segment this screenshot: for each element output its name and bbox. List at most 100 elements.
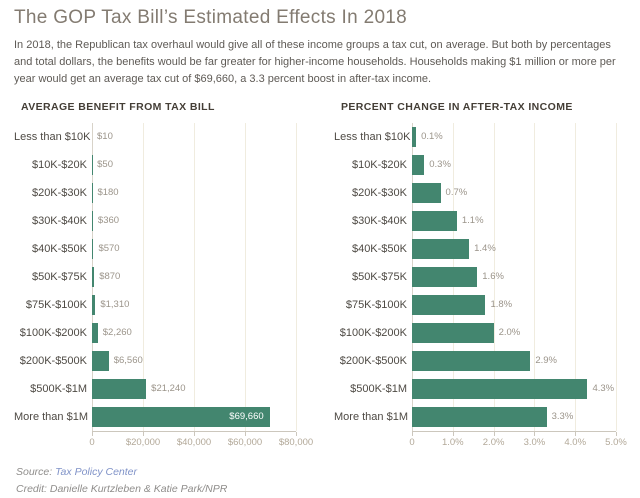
axis-tick-label: 4.0%: [564, 437, 587, 448]
category-label: $50K-$75K: [31, 271, 87, 283]
bar: [412, 407, 547, 427]
bar-value-label: 1.6%: [482, 271, 504, 282]
axis-tick-label: 2.0%: [482, 437, 505, 448]
bar: [92, 267, 95, 287]
bar: [92, 239, 94, 259]
axis-tick-label: $80,000: [278, 437, 314, 448]
category-label: $20K-$30K: [351, 187, 407, 199]
bar-value-label: 1.8%: [490, 299, 513, 310]
bar: [92, 407, 270, 427]
axis-tick: [452, 432, 454, 436]
category-label: $500K-$1M: [350, 383, 407, 395]
bar-value-label: 2.9%: [535, 355, 557, 366]
chart-title-average-benefit: AVERAGE BENEFIT FROM TAX BILL: [21, 101, 215, 113]
gridline: [616, 123, 617, 431]
bar: [412, 295, 486, 315]
category-label: $75K-$100K: [345, 299, 407, 311]
axis-tick: [296, 432, 297, 436]
category-label: More than $1M: [334, 411, 408, 423]
bar: [92, 211, 93, 231]
gridline: [143, 123, 144, 431]
plot: Less than $10K $10K-$20K $20K-$30K $30K-$40…: [14, 123, 310, 432]
footer: Source: Tax Policy Center Credit: Daniel…: [14, 466, 626, 495]
charts-row: AVERAGE BENEFIT FROM TAX BILL Less than …: [14, 101, 627, 450]
bar-value-label: 0.1%: [421, 131, 443, 142]
x-axis: 0 1.0% 2.0% 3.0% 4.0% 5.0%: [409, 432, 627, 450]
category-label: $100K-$200K: [19, 327, 87, 339]
category-label: $75K-$100K: [25, 299, 87, 311]
bar-value-label: 0.3%: [429, 159, 451, 170]
bar-value-label: $69,660: [229, 411, 264, 422]
gridline: [575, 123, 577, 431]
source-label: Source:: [16, 466, 53, 478]
bar-value-label: 2.0%: [498, 327, 521, 338]
category-labels: Less than $10K $10K-$20K $20K-$30K $30K-$40…: [334, 123, 412, 432]
axis-tick: [616, 432, 617, 436]
axis-tick-label: $60,000: [227, 437, 263, 448]
bar-value-label: $2,260: [102, 327, 132, 338]
page-subtitle: In 2018, the Republican tax overhaul wou…: [14, 39, 616, 85]
bar: [412, 155, 425, 175]
axis-tick-label: $20,000: [125, 437, 161, 448]
bar: [412, 351, 531, 371]
category-label: $50K-$75K: [351, 271, 407, 283]
bar: [412, 239, 470, 259]
page-title: The GOP Tax Bill’s Estimated Effects In …: [14, 7, 408, 28]
axis-tick: [412, 432, 413, 436]
category-label: $10K-$20K: [31, 159, 87, 171]
credit-label: Credit:: [16, 483, 47, 495]
credit-text: Danielle Kurtzleben & Katie Park/NPR: [49, 483, 228, 495]
category-label: $30K-$40K: [351, 215, 407, 227]
bar: [92, 323, 98, 343]
category-label: $200K-$500K: [339, 355, 407, 367]
bar-value-label: 1.4%: [474, 243, 496, 254]
category-label: Less than $10K: [14, 131, 91, 143]
bar-value-label: $1,310: [100, 299, 130, 310]
bar: [92, 351, 109, 371]
bar-value-label: $870: [99, 271, 121, 282]
credit-row: Credit: Danielle Kurtzleben & Katie Park…: [16, 483, 626, 495]
bar-value-label: 0.7%: [445, 187, 468, 198]
axis-tick-label: 5.0%: [605, 437, 627, 448]
gridline: [245, 123, 246, 431]
plot-area: $10 $50 $180 $360 $570 $870 $1,310 $2,260 $6,560…: [92, 123, 297, 432]
bar: [92, 295, 96, 315]
plot: Less than $10K $10K-$20K $20K-$30K $30K-$40…: [334, 123, 630, 432]
x-axis: 0 $20,000 $40,000 $60,000 $80,000: [89, 432, 313, 450]
gridline: [194, 123, 195, 431]
chart-title-percent-change: PERCENT CHANGE IN AFTER-TAX INCOME: [341, 101, 573, 113]
axis-tick-label: 1.0%: [441, 437, 464, 448]
bar-value-label: $6,560: [113, 355, 143, 366]
axis-tick: [143, 432, 144, 436]
category-labels: Less than $10K $10K-$20K $20K-$30K $30K-$40…: [14, 123, 92, 432]
bar-value-label: 1.1%: [461, 215, 484, 226]
bar: [412, 183, 441, 203]
bar: [412, 267, 478, 287]
bar-value-label: $10: [97, 131, 113, 142]
axis-tick: [575, 432, 577, 436]
bar: [412, 323, 494, 343]
chart-average-benefit: AVERAGE BENEFIT FROM TAX BILL Less than …: [14, 101, 313, 450]
chart-percent-change: PERCENT CHANGE IN AFTER-TAX INCOME Less …: [334, 101, 630, 450]
bar-value-label: $21,240: [151, 383, 186, 394]
bar-value-label: 3.3%: [551, 411, 574, 422]
category-label: $10K-$20K: [351, 159, 407, 171]
category-label: $30K-$40K: [31, 215, 87, 227]
category-label: $500K-$1M: [30, 383, 87, 395]
category-label: $20K-$30K: [31, 187, 87, 199]
bar: [412, 379, 588, 399]
category-label: $40K-$50K: [31, 243, 87, 255]
bar-value-label: $180: [97, 187, 119, 198]
axis-tick-label: $40,000: [176, 437, 212, 448]
axis-tick: [194, 432, 195, 436]
axis-tick-label: 3.0%: [523, 437, 546, 448]
bar: [412, 211, 457, 231]
source-link[interactable]: Tax Policy Center: [55, 466, 138, 478]
bar: [92, 379, 147, 399]
category-label: $100K-$200K: [339, 327, 407, 339]
category-label: More than $1M: [14, 411, 88, 423]
bar-value-label: $570: [98, 243, 120, 254]
gridline: [296, 123, 297, 431]
category-label: $200K-$500K: [19, 355, 87, 367]
plot-area: 0.1% 0.3% 0.7% 1.1% 1.4% 1.6% 1.8% 2.0% 2.9% 4.3%…: [412, 123, 617, 432]
